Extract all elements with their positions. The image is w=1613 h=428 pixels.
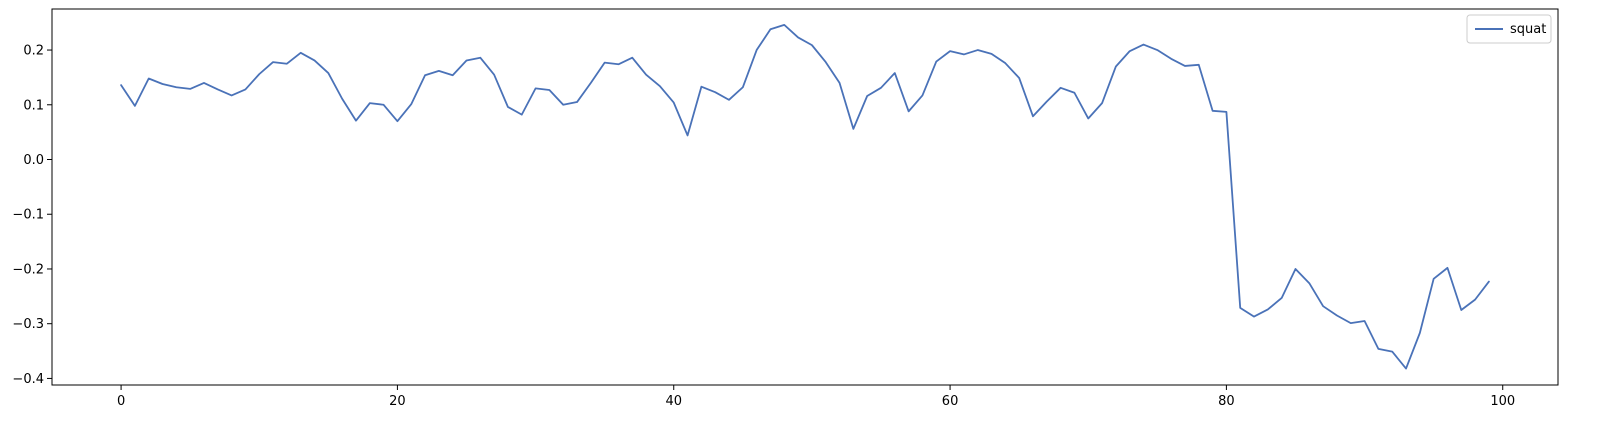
x-tick-label: 20 [389,394,406,409]
ticks-layer: 0 20 40 60 80 100 −0.4 −0.3 −0.2 −0.1 0.0 0.1 0.2 [12,44,1515,409]
x-tick-label: 40 [665,394,682,409]
x-tick-label: 100 [1490,394,1515,409]
y-tick-label: −0.3 [12,317,44,332]
legend-label: squat [1510,22,1546,37]
y-tick-label: 0.0 [23,153,44,168]
x-tick-label: 80 [1218,394,1235,409]
y-tick-label: 0.2 [23,44,44,59]
y-tick-label: 0.1 [23,98,44,113]
x-tick-label: 60 [942,394,959,409]
x-tick-label: 0 [117,394,125,409]
y-tick-label: −0.2 [12,262,44,277]
series-line-squat [120,23,1490,370]
plot-frame [51,8,1559,386]
y-tick-label: −0.4 [12,372,44,387]
legend: squat [1466,14,1552,44]
legend-box [1466,14,1552,44]
y-tick-label: −0.1 [12,208,44,223]
series-layer [120,23,1490,370]
